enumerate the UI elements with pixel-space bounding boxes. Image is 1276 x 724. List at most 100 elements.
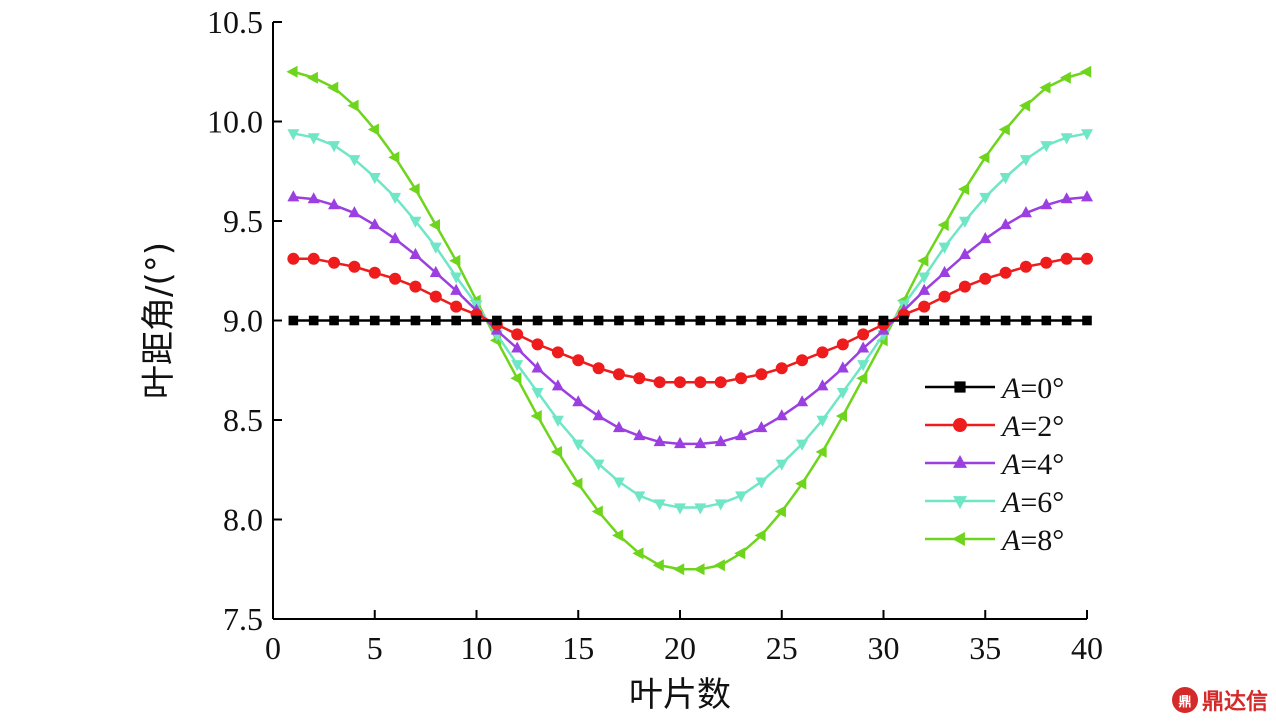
- data-point: [857, 360, 870, 372]
- data-point: [1040, 198, 1053, 210]
- data-point: [287, 252, 300, 265]
- data-point: [286, 65, 298, 78]
- data-point: [388, 151, 400, 164]
- data-point: [919, 315, 929, 326]
- x-axis-title: 叶片数: [629, 675, 731, 715]
- data-point: [835, 410, 847, 423]
- data-point: [348, 155, 361, 167]
- data-point: [1081, 190, 1093, 202]
- data-point: [288, 315, 299, 326]
- data-point: [652, 559, 664, 572]
- data-point: [531, 338, 544, 351]
- series-line: [293, 195, 1088, 446]
- data-point: [553, 315, 563, 326]
- data-point: [735, 491, 748, 503]
- data-point: [532, 315, 543, 326]
- data-point: [979, 232, 992, 244]
- legend-label-value: =6°: [1020, 486, 1064, 519]
- data-point: [938, 290, 951, 303]
- data-point: [795, 477, 807, 490]
- data-point: [775, 459, 788, 471]
- legend-marker: [953, 496, 967, 510]
- data-point: [673, 563, 685, 576]
- legend-label-value: =4°: [1020, 448, 1064, 481]
- data-point: [755, 368, 768, 381]
- data-point: [1082, 315, 1092, 326]
- data-point: [551, 346, 564, 359]
- data-point: [918, 283, 931, 295]
- y-tick-label: 8.5: [223, 402, 263, 438]
- data-point: [693, 563, 705, 576]
- x-tick-label: 10: [461, 630, 493, 666]
- data-point: [551, 415, 564, 427]
- data-point: [530, 410, 542, 423]
- legend-label-var: A: [1000, 410, 1021, 443]
- data-point: [287, 129, 300, 141]
- x-tick-label: 0: [265, 630, 281, 666]
- data-point: [775, 409, 788, 421]
- data-point: [369, 315, 380, 326]
- data-point: [1040, 141, 1053, 153]
- data-point: [512, 315, 522, 326]
- data-point: [390, 315, 400, 326]
- y-axis-title: 叶距角/(°): [139, 242, 179, 399]
- data-point: [450, 300, 463, 313]
- data-point: [593, 315, 604, 326]
- data-point: [675, 315, 685, 326]
- data-point: [1040, 256, 1053, 269]
- data-point: [1039, 81, 1051, 94]
- data-point: [958, 183, 970, 196]
- series-layer: [286, 65, 1093, 576]
- x-tick-label: 5: [367, 630, 383, 666]
- legend-label-var: A: [1000, 524, 1021, 557]
- data-point: [428, 218, 440, 231]
- legend-label-var: A: [1000, 448, 1021, 481]
- data-point: [858, 315, 868, 326]
- series-6deg: [287, 129, 1093, 515]
- data-point: [471, 315, 482, 326]
- data-point: [938, 265, 951, 277]
- data-point: [938, 242, 951, 254]
- legend-item: A=4°: [925, 448, 1064, 481]
- legend-marker: [953, 454, 967, 468]
- data-point: [1059, 71, 1071, 84]
- x-tick-label: 40: [1071, 630, 1103, 666]
- legend-label: A=2°: [1000, 410, 1064, 443]
- data-point: [654, 315, 665, 326]
- data-point: [1019, 206, 1032, 218]
- data-point: [389, 232, 402, 244]
- data-point: [429, 265, 442, 277]
- data-point: [958, 280, 971, 293]
- data-point: [714, 499, 727, 511]
- legend-label-value: =2°: [1020, 410, 1064, 443]
- data-point: [328, 198, 341, 210]
- data-point: [774, 505, 786, 518]
- data-point: [694, 436, 707, 449]
- data-point: [308, 315, 319, 326]
- data-point: [368, 218, 381, 230]
- data-point: [1019, 260, 1032, 273]
- data-point: [612, 529, 624, 542]
- data-point: [591, 505, 603, 518]
- legend-item: A=8°: [925, 524, 1064, 557]
- watermark: 鼎 鼎达信: [1171, 684, 1268, 716]
- data-point: [674, 376, 686, 389]
- data-point: [327, 81, 339, 94]
- y-tick-label: 10.0: [207, 104, 263, 140]
- series-4deg: [287, 190, 1093, 449]
- x-tick-label: 20: [664, 630, 696, 666]
- data-point: [999, 266, 1012, 279]
- data-point: [1060, 192, 1073, 204]
- data-point: [551, 379, 564, 391]
- data-point: [797, 315, 807, 326]
- legend: A=0°A=2°A=4°A=6°A=8°: [925, 372, 1064, 557]
- data-point: [307, 252, 320, 265]
- data-point: [592, 409, 605, 421]
- legend-label-var: A: [1000, 372, 1021, 405]
- legend-label-value: =0°: [1020, 372, 1064, 405]
- legend-label: A=8°: [1000, 524, 1064, 557]
- data-point: [958, 216, 971, 228]
- data-point: [612, 477, 625, 489]
- data-point: [592, 459, 605, 471]
- data-point: [838, 315, 848, 326]
